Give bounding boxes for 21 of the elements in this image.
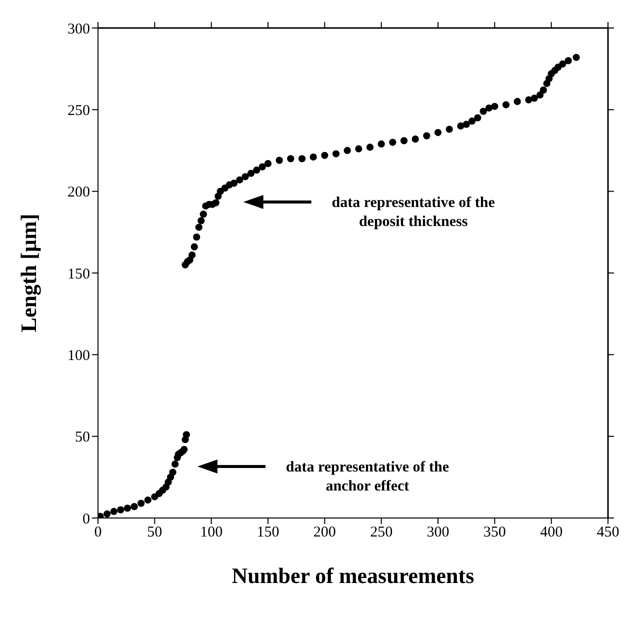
x-tick-label: 300 bbox=[426, 524, 450, 541]
y-tick-label: 0 bbox=[82, 511, 90, 528]
x-tick-label: 250 bbox=[370, 524, 393, 541]
x-tick-label: 100 bbox=[200, 524, 223, 541]
y-tick-label: 50 bbox=[75, 430, 90, 446]
annotation: data representative of the anchor effect bbox=[286, 460, 450, 495]
x-tick-label: 150 bbox=[256, 524, 280, 541]
y-tick-label: 250 bbox=[68, 102, 90, 119]
x-tick-label: 200 bbox=[313, 524, 336, 541]
x-tick-label: 450 bbox=[596, 524, 620, 541]
x-tick-label: 0 bbox=[94, 524, 102, 541]
y-tick-label: 200 bbox=[68, 184, 90, 201]
y-tick-label: 300 bbox=[68, 21, 90, 38]
x-tick-label: 50 bbox=[147, 524, 162, 541]
y-axis-title: Length [µm] bbox=[16, 214, 41, 332]
x-tick-label: 400 bbox=[540, 524, 563, 541]
y-tick-label: 100 bbox=[68, 348, 90, 364]
annotation: data representative of the deposit thickness bbox=[332, 194, 496, 230]
x-tick-label: 350 bbox=[483, 524, 506, 541]
x-axis-title: Number of measurements bbox=[232, 563, 475, 588]
y-tick-label: 150 bbox=[68, 266, 90, 282]
